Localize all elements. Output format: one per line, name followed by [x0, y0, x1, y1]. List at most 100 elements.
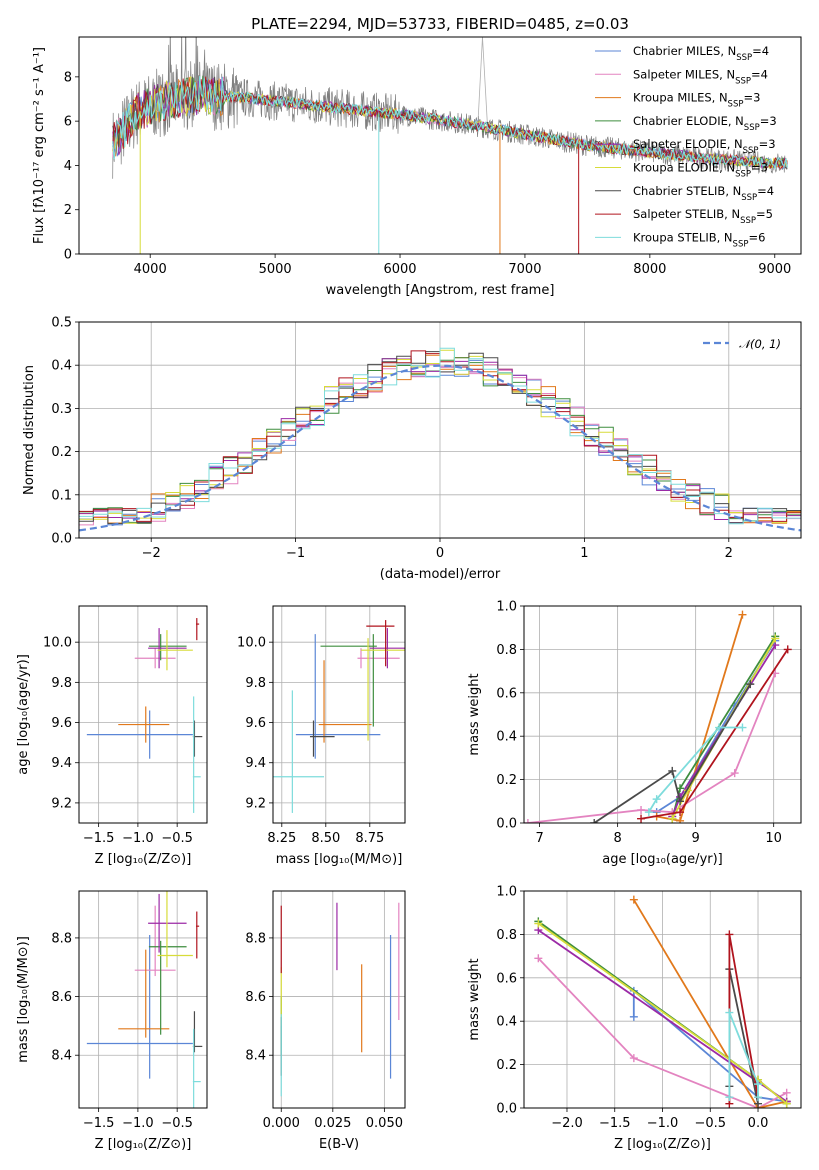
errorbar-chabrier-stelib [192, 720, 203, 757]
errorbar-chabrier-elodie [148, 634, 187, 661]
y-tick-label: 8.8 [245, 931, 266, 946]
series-marker-kroupa-elodie [782, 1099, 791, 1108]
y-tick-label: 0.2 [496, 1058, 517, 1073]
y-axis-label: mass weight [467, 958, 482, 1040]
series-marker-kroupa-stelib [738, 723, 747, 732]
errorbar-salpeter-miles [134, 648, 176, 669]
x-tick-label: −1.5 [83, 831, 115, 846]
x-axis-label: E(B-V) [319, 1137, 359, 1152]
series-marker-chabrier-stelib [746, 680, 755, 689]
y-tick-label: 0.1 [51, 488, 72, 503]
x-tick-label: −2 [142, 546, 161, 561]
errorbar-kroupa-stelib [192, 1028, 201, 1108]
y-tick-label: 0.6 [496, 971, 517, 986]
errorbar-kroupa-miles [118, 706, 170, 743]
y-tick-label: 6 [64, 115, 72, 130]
errorbar-salpeter-miles [357, 648, 400, 669]
x-tick-label: 0.025 [314, 1116, 351, 1131]
y-tick-label: 2 [64, 203, 72, 218]
x-tick-label: 4000 [134, 262, 167, 277]
series-marker-salpeter-miles [730, 769, 739, 778]
x-tick-label: 8.75 [355, 831, 384, 846]
x-tick-label: −1.0 [122, 831, 154, 846]
x-tick-label: 2 [725, 546, 733, 561]
y-tick-label: 0.2 [51, 445, 72, 460]
series-marker-salpeter-miles [534, 954, 543, 963]
errorbar-chabrier-stelib [309, 720, 335, 757]
series-marker-kroupa-miles [676, 816, 685, 823]
x-tick-label: −0.5 [161, 831, 193, 846]
plot-area-residuals [79, 322, 801, 538]
axes-frame [78, 36, 802, 255]
errorbar-salpeter-stelib [196, 911, 200, 959]
series-marker-kroupa-elodie [668, 814, 677, 823]
panel-age-vs-Z: −1.5 −1.0 −0.5 9.2 9.4 9.6 9.8 10.0 Z [log₁₀(Z/Z… [16, 605, 208, 867]
errorbar-kroupa-stelib [273, 690, 325, 813]
errorbar-chabrier-miles [86, 710, 193, 759]
x-tick-label: 8.50 [311, 831, 340, 846]
series-line-chabrier-miles [632, 988, 787, 1103]
x-tick-label: 8000 [633, 262, 666, 277]
series-marker-salpeter-stelib [637, 814, 646, 823]
x-tick-label: −1 [286, 546, 305, 561]
x-tick-label: 8 [613, 831, 621, 846]
errorbar-salpeter-stelib [196, 618, 200, 641]
y-tick-label: 9.6 [51, 716, 72, 731]
y-tick-label: 8.8 [51, 931, 72, 946]
y-tick-label: 0.8 [496, 928, 517, 943]
y-tick-label: 9.4 [51, 756, 72, 771]
errorbar-chabrier-stelib [192, 1011, 203, 1053]
plot-area-age-vs-mass [273, 606, 405, 823]
series-marker-kroupa-stelib [754, 1080, 763, 1089]
y-tick-label: 8.6 [245, 990, 266, 1005]
spectrum-model-kroupa-stelib [112, 76, 788, 170]
histogram-kroupa-stelib [79, 347, 801, 525]
y-tick-label: 0.0 [51, 532, 72, 547]
spectrum-model-kroupa-elodie [112, 75, 788, 169]
series-marker-kroupa-stelib [652, 795, 661, 804]
series-line-kroupa-stelib [728, 1012, 759, 1098]
x-axis-label: wavelength [Angstrom, rest frame] [326, 283, 555, 298]
x-axis-label: Z [log₁₀(Z/Z⊙)] [95, 1137, 192, 1152]
axes-frame [272, 890, 406, 1109]
x-tick-label: 1 [580, 546, 588, 561]
x-tick-label: −2.0 [551, 1116, 583, 1131]
x-tick-label: 9000 [758, 262, 791, 277]
errorbar-kroupa-stelib [192, 696, 201, 813]
y-tick-label: 1.0 [496, 885, 517, 900]
panel-massweight-vs-Z: −2.0 −1.5 −1.0 −0.5 0.0 0.0 0.2 0.4 0.6 0.8 1.0 Z [… [467, 885, 802, 1152]
errorbar-kroupa-elodie [157, 630, 193, 671]
y-tick-label: 10.0 [43, 636, 72, 651]
spectrum-spike [477, 37, 488, 133]
series-marker-salpeter-stelib [783, 645, 792, 654]
x-tick-label: 0.050 [366, 1116, 403, 1131]
series-marker-kroupa-stelib [754, 1093, 763, 1102]
x-tick-label: 9 [692, 831, 700, 846]
y-tick-label: 0.8 [496, 643, 517, 658]
series-marker-kroupa-stelib [644, 808, 653, 817]
axes-frame [78, 605, 208, 824]
panel-mass-vs-Z: −1.5 −1.0 −0.5 8.4 8.6 8.8 Z [log₁₀(Z/Z⊙)] mass… [16, 890, 208, 1152]
y-axis-label: mass weight [467, 673, 482, 755]
y-tick-label: 9.8 [51, 676, 72, 691]
panel-mass-vs-EBV: 0.000 0.025 0.050 8.4 8.6 8.8 E(B-V) [245, 890, 406, 1152]
x-tick-label: −0.5 [694, 1116, 726, 1131]
series-marker-chabrier-stelib [590, 819, 599, 823]
series-marker-salpeter-miles [637, 805, 646, 814]
y-tick-label: 0.5 [51, 316, 72, 331]
y-axis-label: age [log₁₀(age/yr)] [16, 654, 31, 775]
x-tick-label: −1.0 [122, 1116, 154, 1131]
x-tick-label: 0.0 [748, 1116, 769, 1131]
panel-residuals: −2 −1 0 1 2 0.0 0.1 0.2 0.3 0.4 0.5 (data-model)/er… [22, 316, 802, 582]
x-axis-label: (data-model)/error [380, 567, 501, 582]
legend-label-normal: 𝒩(0, 1) [739, 337, 781, 351]
plot-area-spectrum [112, 37, 788, 254]
series-marker-chabrier-miles [629, 1012, 638, 1021]
axes-frame [523, 890, 802, 1109]
x-tick-label: 7000 [508, 262, 541, 277]
series-marker-kroupa-stelib [725, 1008, 734, 1017]
y-tick-label: 0.4 [51, 359, 72, 374]
x-tick-label: 7 [535, 831, 543, 846]
y-tick-label: 0.0 [496, 817, 517, 832]
y-tick-label: 4 [64, 159, 72, 174]
